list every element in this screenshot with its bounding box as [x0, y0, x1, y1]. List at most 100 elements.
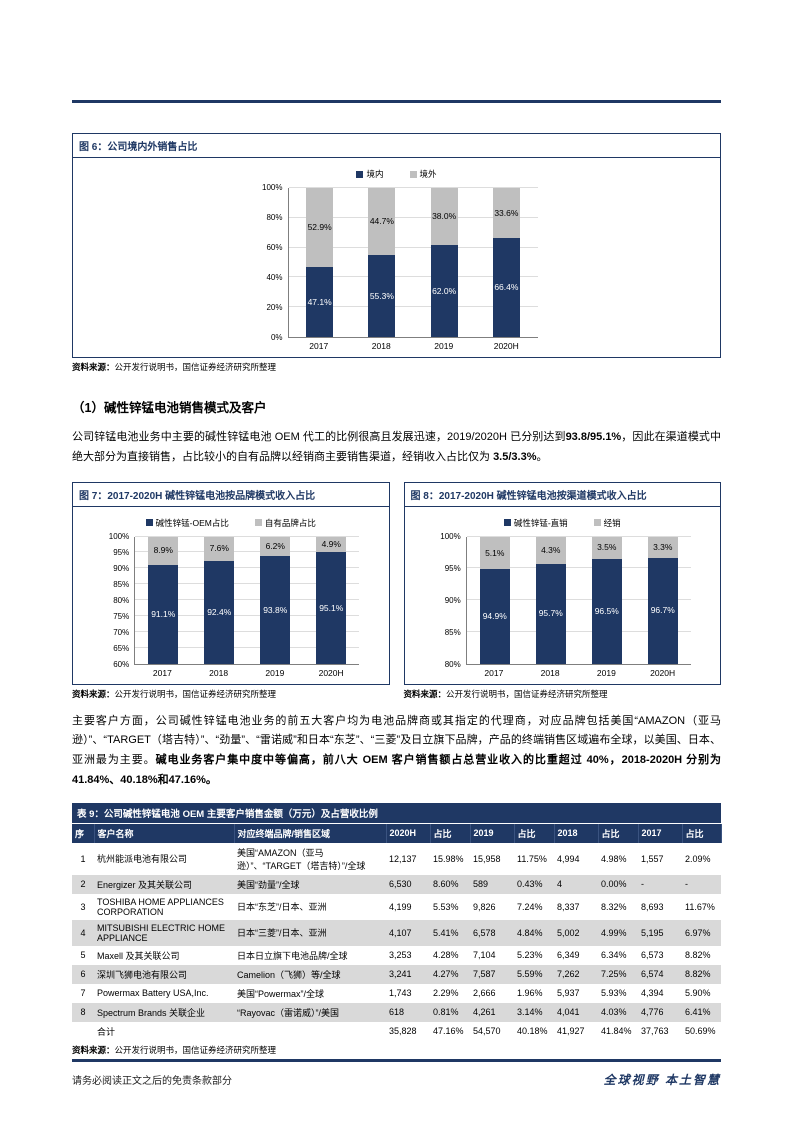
bar-stack: 5.1% 94.9% [479, 536, 510, 664]
bar-value-label: 3.3% [653, 541, 673, 552]
bar-value-label: 44.7% [369, 216, 394, 227]
table-cell: 47.16% [433, 1026, 464, 1037]
y-tick-label: 80% [444, 659, 461, 669]
bar-stack: 38.0% 62.0% [430, 188, 458, 337]
gridline [466, 535, 691, 537]
table-cell: 15.98% [433, 853, 464, 864]
legend-swatch-icon [503, 519, 511, 527]
figure-8-title: 图 8：2017-2020H 碱性锌锰电池按渠道模式收入占比 [404, 483, 720, 507]
bar-segment-bottom: 66.4% [492, 238, 520, 337]
table-cell: 4 [554, 874, 598, 894]
table-cell: 8 [72, 1002, 94, 1022]
table-cell: 6,573 [641, 950, 664, 961]
table-cell: 618 [386, 1002, 430, 1022]
bar-value-label: 8.9% [153, 545, 173, 556]
y-tick-label: 80% [113, 595, 130, 605]
bar-stack: 6.2% 93.8% [260, 536, 291, 664]
figure-7-title: 图 7：2017-2020H 碱性锌锰电池按品牌模式收入占比 [73, 483, 389, 507]
bar-stack: 44.7% 55.3% [368, 188, 396, 337]
bar-segment-top: 33.6% [492, 188, 520, 239]
y-tick-label: 90% [444, 595, 461, 605]
table-cell: 8.32% [601, 901, 627, 912]
bar-value-label: 91.1% [151, 608, 176, 619]
table-cell: 7.24% [517, 901, 543, 912]
paragraph-oem-share: 公司锌锰电池业务中主要的碱性锌锰电池 OEM 代工的比例很高且发展迅速，2019… [72, 428, 721, 468]
y-tick-label: 60% [113, 659, 130, 669]
gridline [135, 646, 360, 648]
table-9-title: 表 9：公司碱性锌锰电池 OEM 主要客户销售金额（万元）及占营收比例 [72, 802, 721, 824]
table-cell: 11.75% [517, 853, 547, 864]
y-tick-label: 0% [270, 333, 283, 342]
table-header-cell: 占比 [598, 823, 639, 843]
table-row: 8 Spectrum Brands 关联企业 “Rayovac（雷诺威）”/美国 61… [72, 1002, 721, 1022]
table-cell: 6,578 [470, 919, 514, 946]
legend-item: 碱性锌锰-直销 [503, 517, 568, 529]
table-cell: 5.90% [685, 988, 711, 999]
table-cell [234, 1022, 386, 1041]
table-row: 1 杭州能派电池有限公司 美国“AMAZON（亚马逊）”、“TARGET（塔吉特）”… [72, 843, 721, 875]
bar-stack: 4.9% 95.1% [316, 536, 347, 664]
table-cell: 4.99% [598, 919, 638, 946]
x-tick-label: 2020H [318, 667, 344, 678]
brand-slogan: 全球视野 本土智慧 [603, 1073, 721, 1087]
emphasis-text: 碱电业务客户集中度中等偏高，前八大 OEM 客户销售额占总营业收入的比重超过 4… [72, 754, 722, 786]
table-cell: 7,262 [554, 964, 598, 984]
table-cell: 589 [470, 874, 514, 894]
table-cell: 50.69% [685, 1026, 716, 1037]
bar-stack: 3.5% 96.5% [591, 536, 622, 664]
legend-swatch-icon [593, 519, 601, 527]
table-row: 6 深圳飞狮电池有限公司 Camelion（飞狮）等/全球 3,241 4.27% 7,5… [72, 964, 721, 984]
table-cell: 5 [80, 950, 86, 961]
figure-8-chart: 碱性锌锰-直销 经销 80% 85% 90% 95% 100% 5.1% 94.9% 4.3% 95… [405, 507, 721, 684]
figure-7-source: 资料来源：公开发行说明书，国信证券经济研究所整理 [72, 688, 390, 700]
bar-segment-bottom: 55.3% [368, 254, 396, 337]
table-cell: 8.82% [682, 964, 721, 984]
table-cell: 0.00% [598, 874, 638, 894]
y-tick-label: 60% [266, 243, 283, 252]
table-header-cell: 2018 [554, 823, 599, 843]
table-cell: 日本“东芝”/日本、亚洲 [237, 902, 327, 913]
section-heading: （1）碱性锌锰电池销售模式及客户 [72, 401, 267, 415]
table-header-row: 序客户名称 对应终端品牌/销售区域 2020H 占比 2019 占比 2018 占比 2017 占… [72, 823, 722, 843]
table-cell: 2 [72, 874, 94, 894]
y-tick-label: 75% [113, 611, 130, 621]
bar-value-label: 93.8% [263, 604, 288, 615]
table-cell: 7,587 [470, 964, 514, 984]
table-header-cell: 占比 [514, 823, 555, 843]
legend-label: 自有品牌占比 [264, 517, 316, 528]
y-tick-label: 85% [113, 579, 130, 589]
table-row: 7 Powermax Battery USA,Inc. 美国“Powermax”/全… [72, 984, 721, 1003]
table-cell: 5,195 [638, 919, 682, 946]
y-tick-label: 85% [444, 627, 461, 637]
table-cell: 8,337 [557, 901, 580, 912]
table-9-source: 资料来源：公开发行说明书，国信证券经济研究所整理 [72, 1044, 721, 1056]
top-rule [72, 100, 721, 103]
gridline [135, 630, 360, 632]
table-cell: 8.82% [685, 950, 711, 961]
bar-stack: 8.9% 91.1% [148, 536, 179, 664]
table-row: 2 Energizer 及其关联公司 美国“劲量”/全球 6,530 8.60% 589 0… [72, 874, 721, 894]
x-axis: 2017 2018 2019 2020H [466, 665, 691, 678]
table-cell: TOSHIBA HOME APPLIANCES CORPORATION [97, 896, 224, 917]
source-label: 资料来源： [72, 688, 115, 699]
table-cell: 1,557 [641, 853, 664, 864]
legend-item: 经销 [593, 517, 621, 529]
source-label: 资料来源： [72, 362, 115, 372]
y-tick-label: 100% [440, 531, 461, 541]
legend-swatch-icon [409, 170, 417, 178]
source-text: 公开发行说明书，国信证券经济研究所整理 [114, 688, 277, 699]
table-cell: 7,104 [473, 950, 496, 961]
table-cell: 40.18% [517, 1026, 548, 1037]
bottom-rule [72, 1059, 721, 1062]
table-cell: 5.59% [514, 964, 554, 984]
table-cell: 35,828 [389, 1026, 417, 1037]
table-cell: 3.14% [514, 1002, 554, 1022]
legend-item: 碱性锌锰-OEM占比 [145, 517, 229, 529]
table-cell: 4.27% [430, 964, 470, 984]
table-cell: 5,002 [554, 919, 598, 946]
table-cell: - [638, 874, 682, 894]
table-cell: 6.97% [682, 919, 721, 946]
table-row: 5 Maxell 及其关联公司 日本日立旗下电池品牌/全球 3,253 4.28% 7,1… [72, 946, 721, 965]
table-cell: 4,394 [641, 988, 664, 999]
table-cell: - [682, 874, 721, 894]
